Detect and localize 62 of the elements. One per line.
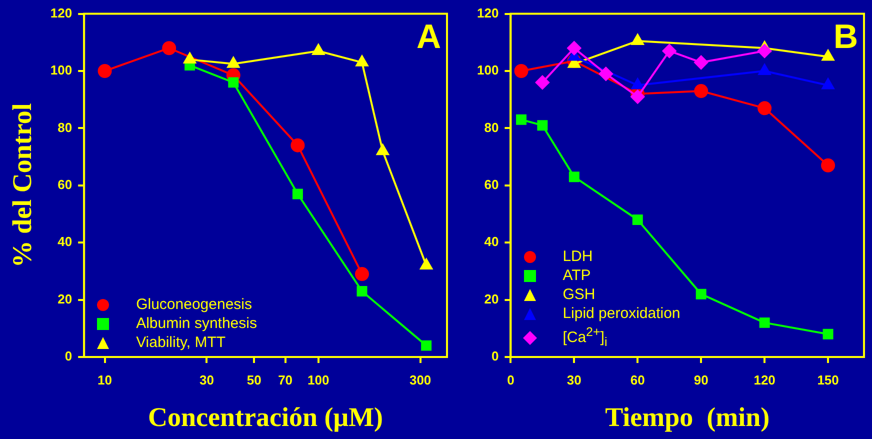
point: [759, 317, 770, 328]
point: [822, 50, 834, 61]
point: [696, 288, 706, 300]
point: [567, 41, 582, 56]
point: [694, 84, 708, 98]
y-axis-title: % del Control: [7, 102, 38, 268]
point: [632, 214, 643, 225]
legend-label: Viability, MTT: [136, 334, 226, 351]
point: [630, 90, 645, 104]
x-tick-label: 300: [409, 372, 432, 388]
point: [514, 64, 528, 78]
legend-label: GSH: [562, 286, 596, 303]
point: [568, 172, 580, 182]
legend-label: [Ca$^{2+}$]$_{i}$: [562, 324, 608, 351]
x-axis-title: Tiempo (min): [605, 402, 770, 432]
x-tick-label: 30: [199, 372, 214, 388]
y-tick-label: 100: [50, 62, 72, 78]
x-tick-label: 30: [566, 372, 582, 388]
point: [535, 75, 550, 90]
y-tick-label: 120: [50, 5, 72, 20]
x-tick-label: 150: [817, 372, 839, 388]
legend-label: Lipid peroxidation: [562, 305, 680, 322]
y-tick-label: 40: [484, 234, 499, 250]
x-tick-label: 70: [278, 372, 293, 388]
point: [822, 78, 834, 90]
point: [631, 34, 644, 45]
legend-label: Gluconeogenesis: [136, 296, 252, 313]
y-tick-label: 120: [476, 5, 499, 20]
y-tick-label: 40: [58, 234, 72, 250]
y-tick-label: 100: [476, 62, 499, 78]
point: [758, 64, 771, 75]
point: [631, 78, 644, 90]
point: [694, 55, 708, 70]
point: [758, 101, 772, 116]
point: [598, 66, 613, 81]
legend-label: ATP: [562, 267, 591, 284]
x-axis-title: Concentración (μM): [148, 402, 384, 432]
legend-label: LDH: [562, 248, 593, 265]
y-tick-label: 20: [58, 291, 72, 306]
y-tick-label: 80: [484, 120, 499, 135]
y-tick-label: 20: [484, 291, 499, 306]
annotation: B: [833, 18, 858, 56]
point: [822, 328, 834, 340]
legend-label: Albumin synthesis: [136, 315, 257, 332]
y-tick-label: 0: [64, 348, 72, 364]
point: [758, 44, 772, 58]
y-tick-label: 60: [58, 176, 72, 192]
annotation: A: [416, 18, 441, 56]
x-tick-label: 60: [630, 372, 645, 388]
y-tick-label: 0: [491, 348, 499, 364]
x-tick-label: 0: [507, 372, 514, 388]
y-tick-label: 60: [484, 176, 499, 192]
x-tick-label: 120: [754, 372, 776, 388]
y-tick-label: 80: [58, 120, 72, 135]
point: [821, 158, 836, 172]
x-tick-label: 100: [308, 372, 330, 388]
x-tick-label: 50: [246, 372, 262, 388]
x-tick-label: 10: [98, 372, 112, 388]
point: [662, 44, 676, 58]
point: [516, 114, 527, 125]
x-tick-label: 90: [694, 372, 708, 388]
point: [537, 120, 548, 131]
